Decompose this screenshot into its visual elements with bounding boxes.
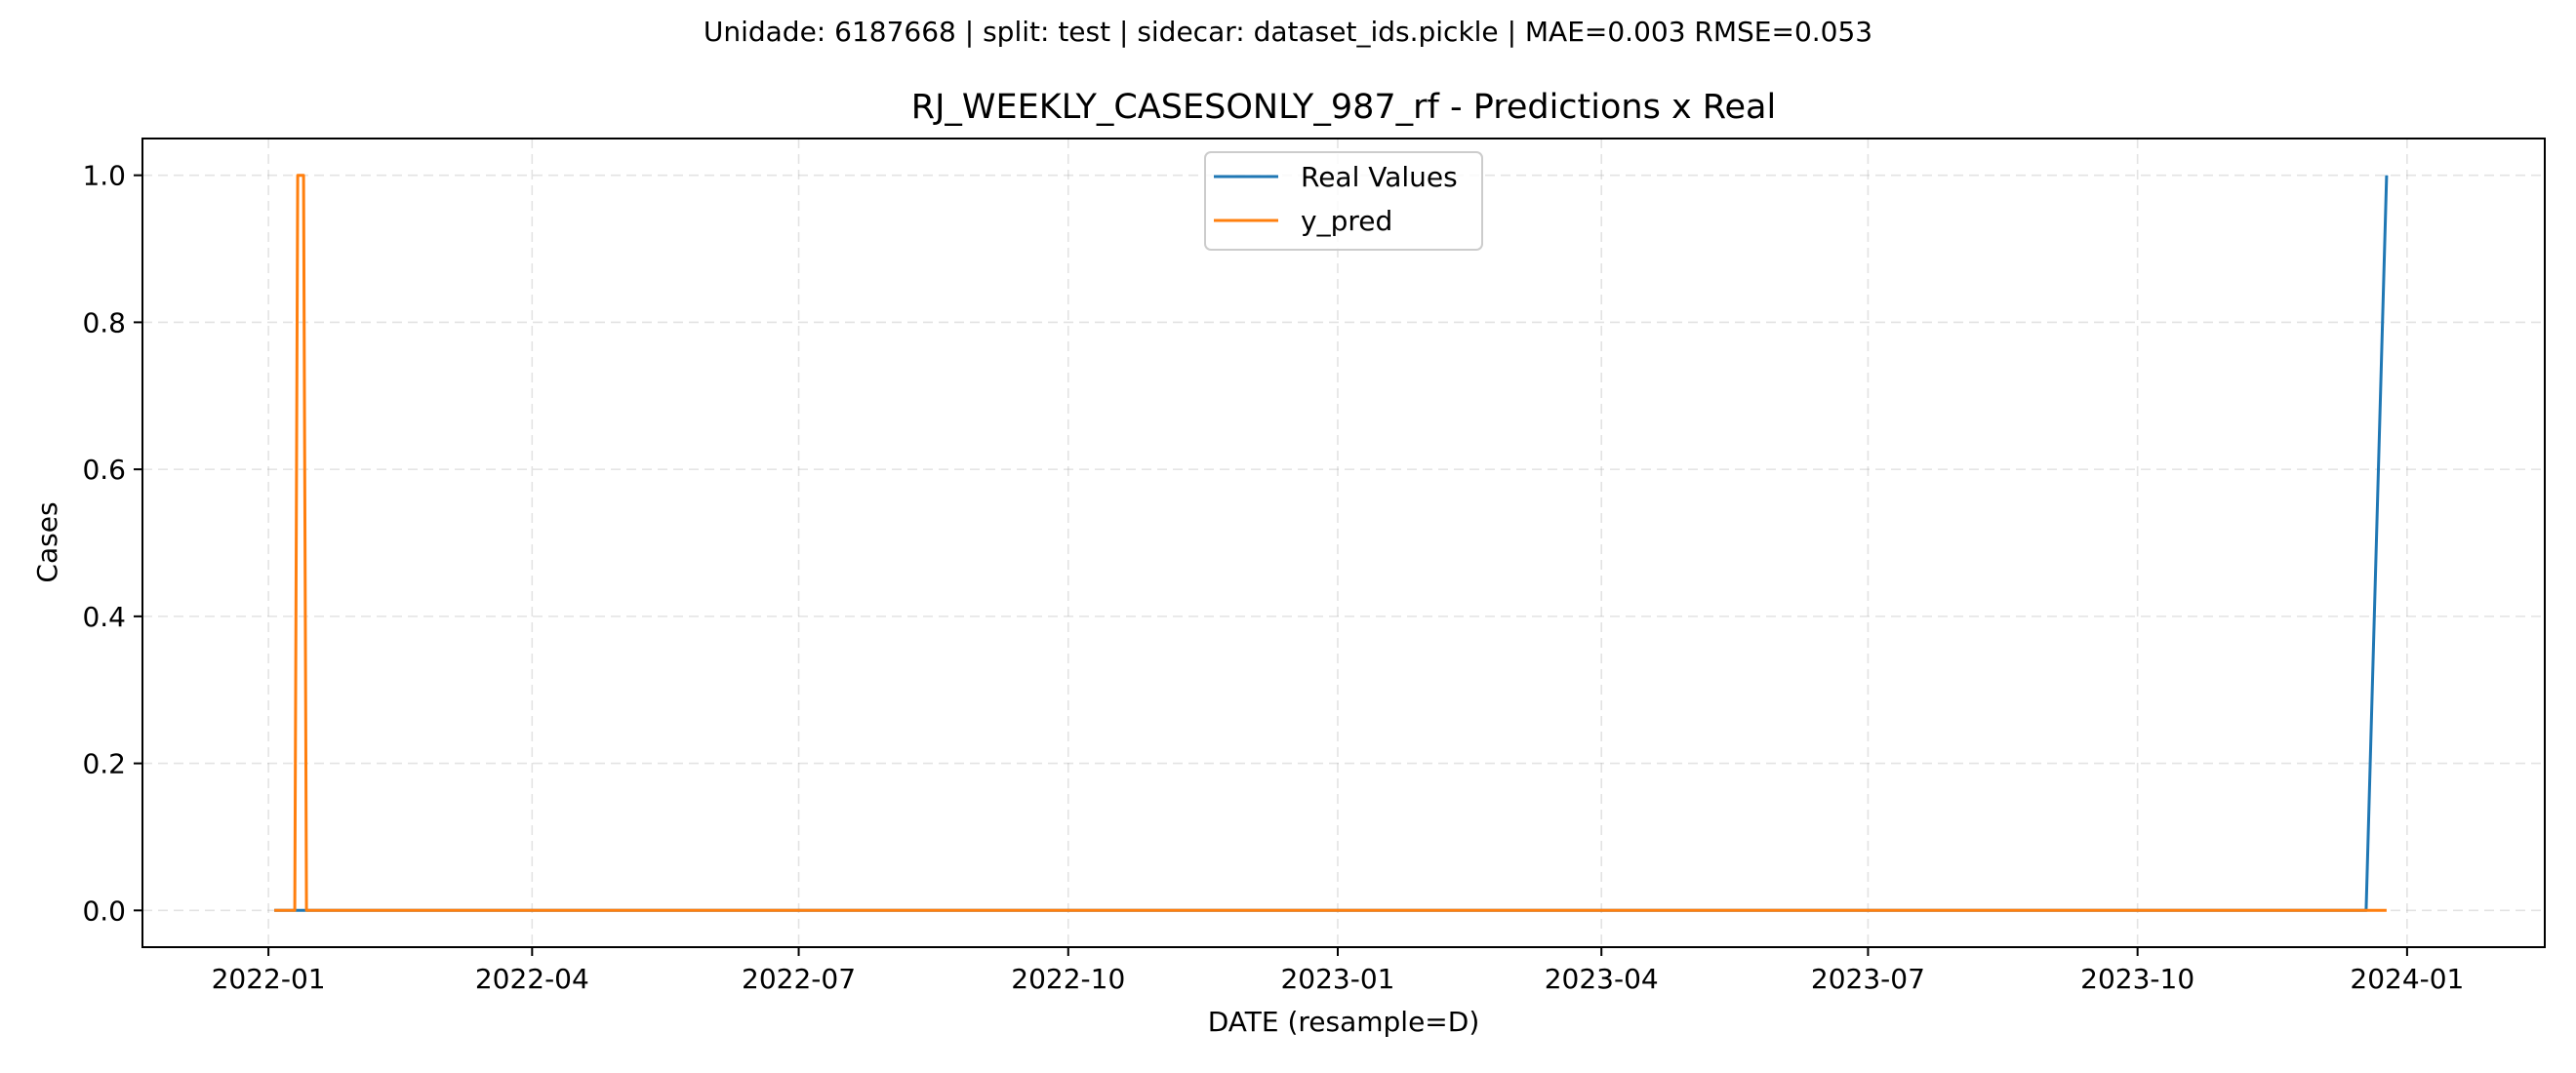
x-tick-label: 2022-01: [212, 963, 326, 995]
x-tick-label: 2023-04: [1545, 963, 1659, 995]
x-tick-label: 2023-01: [1280, 963, 1394, 995]
axes-frame: [141, 138, 2546, 948]
series-line-y-pred: [274, 174, 2387, 912]
x-axis: 2022-01 2022-04 2022-07 2022-10 2023-01 2023-…: [212, 947, 2464, 995]
y-tick-label: 0.4: [82, 601, 126, 633]
legend-label-real-values: Real Values: [1301, 161, 1458, 193]
y-tick-label: 1.0: [82, 160, 126, 192]
chart-suptitle: Unidade: 6187668 | split: test | sidecar…: [704, 16, 1872, 48]
y-tick-label: 0.2: [82, 748, 126, 780]
x-tick-label: 2022-04: [475, 963, 589, 995]
y-tick-label: 0.0: [82, 894, 126, 927]
x-tick-label: 2023-07: [1811, 963, 1925, 995]
y-tick-label: 0.6: [82, 454, 126, 486]
x-tick-label: 2024-01: [2350, 963, 2464, 995]
x-tick-label: 2022-10: [1011, 963, 1125, 995]
x-tick-label: 2023-10: [2080, 963, 2194, 995]
y-tick-label: 0.8: [82, 306, 126, 338]
x-tick-label: 2022-07: [742, 963, 856, 995]
chart-title: RJ_WEEKLY_CASESONLY_987_rf - Predictions…: [911, 88, 1776, 127]
y-axis-label: Cases: [31, 501, 63, 582]
legend-label-y-pred: y_pred: [1301, 205, 1392, 237]
x-axis-label: DATE (resample=D): [1208, 1006, 1480, 1038]
series-layer: [274, 174, 2389, 912]
y-axis: 0.0 0.2 0.4 0.6 0.8 1.0: [82, 160, 142, 927]
legend: Real Values y_pred: [1204, 151, 1483, 251]
